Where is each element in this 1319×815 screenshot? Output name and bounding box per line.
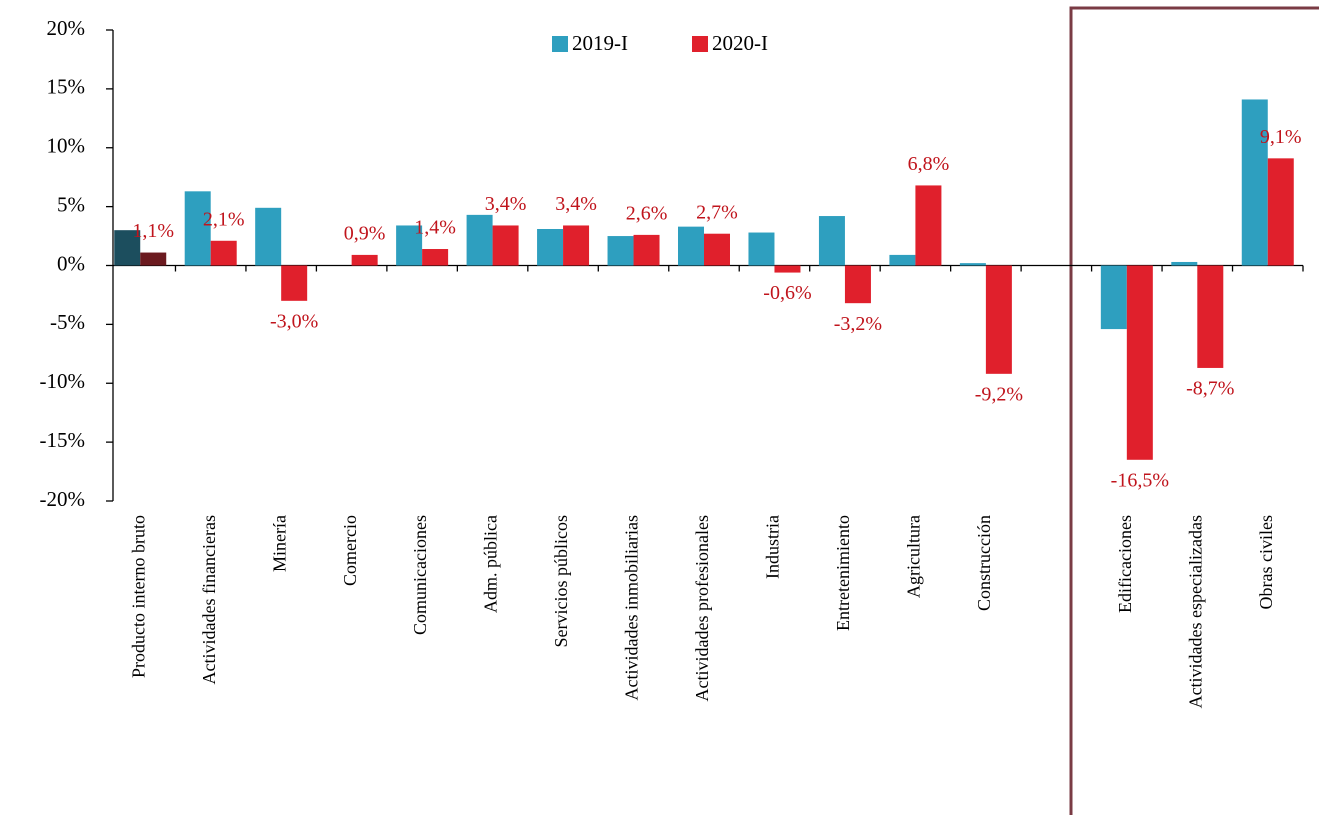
bar bbox=[1171, 261, 1198, 266]
bar bbox=[537, 228, 564, 266]
x-tick-label: Edificaciones bbox=[1115, 515, 1135, 613]
bar bbox=[774, 265, 801, 273]
y-tick-label: 20% bbox=[47, 16, 86, 40]
value-label: 2,1% bbox=[203, 208, 245, 230]
value-label: 3,4% bbox=[485, 193, 527, 215]
value-label: -0,6% bbox=[763, 282, 811, 304]
legend-swatch bbox=[552, 36, 568, 52]
bar bbox=[255, 207, 282, 266]
x-tick-label: Comercio bbox=[340, 515, 360, 586]
bar bbox=[563, 225, 590, 266]
x-tick-label: Producto interno bruto bbox=[128, 515, 148, 678]
bar bbox=[844, 265, 871, 304]
bar bbox=[281, 265, 308, 301]
y-tick-label: 15% bbox=[47, 75, 86, 99]
bar bbox=[422, 249, 449, 266]
bar bbox=[351, 254, 378, 266]
bar bbox=[466, 214, 493, 266]
bar bbox=[704, 233, 730, 266]
x-tick-label: Agricultura bbox=[904, 515, 924, 598]
bar bbox=[1197, 265, 1224, 368]
bar bbox=[1126, 265, 1153, 460]
bar bbox=[889, 254, 916, 266]
bar bbox=[1241, 99, 1268, 266]
bar bbox=[818, 216, 845, 266]
bar bbox=[985, 265, 1012, 374]
y-tick-label: -15% bbox=[40, 428, 86, 452]
legend-label: 2019-I bbox=[572, 31, 628, 55]
value-label: 0,9% bbox=[344, 222, 386, 244]
value-label: 9,1% bbox=[1260, 126, 1302, 148]
bar bbox=[915, 185, 942, 266]
value-label: -16,5% bbox=[1111, 469, 1169, 491]
value-label: 1,1% bbox=[132, 220, 174, 242]
bar bbox=[492, 225, 519, 266]
y-tick-label: 5% bbox=[57, 192, 85, 216]
bar bbox=[748, 232, 775, 266]
x-tick-label: Industria bbox=[763, 515, 783, 579]
value-label: -3,2% bbox=[834, 313, 882, 335]
x-tick-label: Servicios públicos bbox=[551, 515, 571, 648]
x-tick-label: Actividades profesionales bbox=[692, 515, 712, 701]
bar bbox=[959, 263, 986, 266]
y-tick-label: -10% bbox=[40, 369, 86, 393]
x-tick-label: Minería bbox=[269, 515, 289, 572]
x-tick-label: Actividades especializadas bbox=[1185, 515, 1205, 708]
value-label: 2,6% bbox=[626, 202, 668, 224]
bar bbox=[678, 226, 704, 266]
bar bbox=[114, 230, 141, 266]
y-tick-label: 0% bbox=[57, 251, 85, 275]
bar bbox=[633, 234, 660, 266]
value-label: 2,7% bbox=[696, 201, 738, 223]
bar bbox=[140, 252, 167, 266]
legend-label: 2020-I bbox=[712, 31, 768, 55]
bar bbox=[1100, 265, 1127, 330]
bar bbox=[396, 225, 423, 266]
y-tick-label: 10% bbox=[47, 134, 86, 158]
y-tick-label: -20% bbox=[40, 487, 86, 511]
value-label: 1,4% bbox=[414, 217, 456, 239]
x-tick-label: Adm. pública bbox=[481, 515, 501, 613]
x-tick-label: Construcción bbox=[974, 515, 994, 611]
bar bbox=[607, 236, 634, 266]
x-tick-label: Obras civiles bbox=[1256, 515, 1276, 609]
x-tick-label: Actividades inmobiliarias bbox=[622, 515, 642, 700]
value-label: 6,8% bbox=[908, 153, 950, 175]
bar bbox=[1267, 158, 1294, 266]
bar bbox=[184, 191, 211, 266]
x-tick-label: Actividades financieras bbox=[199, 515, 219, 684]
value-label: 3,4% bbox=[555, 193, 597, 215]
bar bbox=[210, 240, 237, 266]
x-tick-label: Entretenimiento bbox=[833, 515, 853, 631]
highlight-box bbox=[1069, 6, 1319, 815]
value-label: -3,0% bbox=[270, 310, 318, 332]
x-tick-label: Comunicaciones bbox=[410, 515, 430, 635]
value-label: -8,7% bbox=[1186, 378, 1234, 400]
legend-swatch bbox=[692, 36, 708, 52]
y-tick-label: -5% bbox=[50, 310, 85, 334]
value-label: -9,2% bbox=[975, 383, 1023, 405]
